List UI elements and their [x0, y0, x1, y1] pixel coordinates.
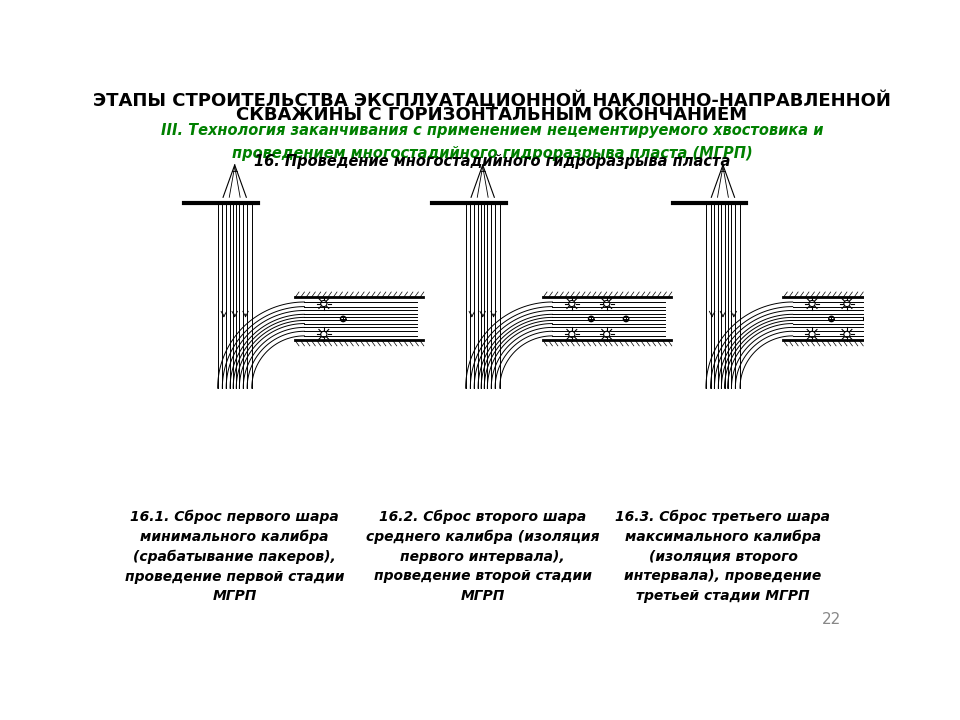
Text: 16.2. Сброс второго шара
среднего калибра (изоляция
первого интервала),
проведен: 16.2. Сброс второго шара среднего калибр…	[366, 510, 599, 603]
Text: 16.3. Сброс третьего шара
максимального калибра
(изоляция второго
интервала), пр: 16.3. Сброс третьего шара максимального …	[615, 510, 830, 603]
Text: 16. Проведение многостадийного гидроразрыва пласта: 16. Проведение многостадийного гидроразр…	[253, 154, 731, 169]
Text: 16.1. Сброс первого шара
минимального калибра
(срабатывание пакеров),
проведение: 16.1. Сброс первого шара минимального ка…	[125, 510, 345, 603]
Text: III. Технология заканчивания с применением нецементируемого хвостовика и
проведе: III. Технология заканчивания с применени…	[160, 123, 824, 161]
Text: ЭТАПЫ СТРОИТЕЛЬСТВА ЭКСПЛУАТАЦИОННОЙ НАКЛОННО-НАПРАВЛЕННОЙ: ЭТАПЫ СТРОИТЕЛЬСТВА ЭКСПЛУАТАЦИОННОЙ НАК…	[93, 91, 891, 110]
Text: 22: 22	[822, 612, 841, 627]
Text: СКВАЖИНЫ С ГОРИЗОНТАЛЬНЫМ ОКОНЧАНИЕМ: СКВАЖИНЫ С ГОРИЗОНТАЛЬНЫМ ОКОНЧАНИЕМ	[236, 106, 748, 124]
